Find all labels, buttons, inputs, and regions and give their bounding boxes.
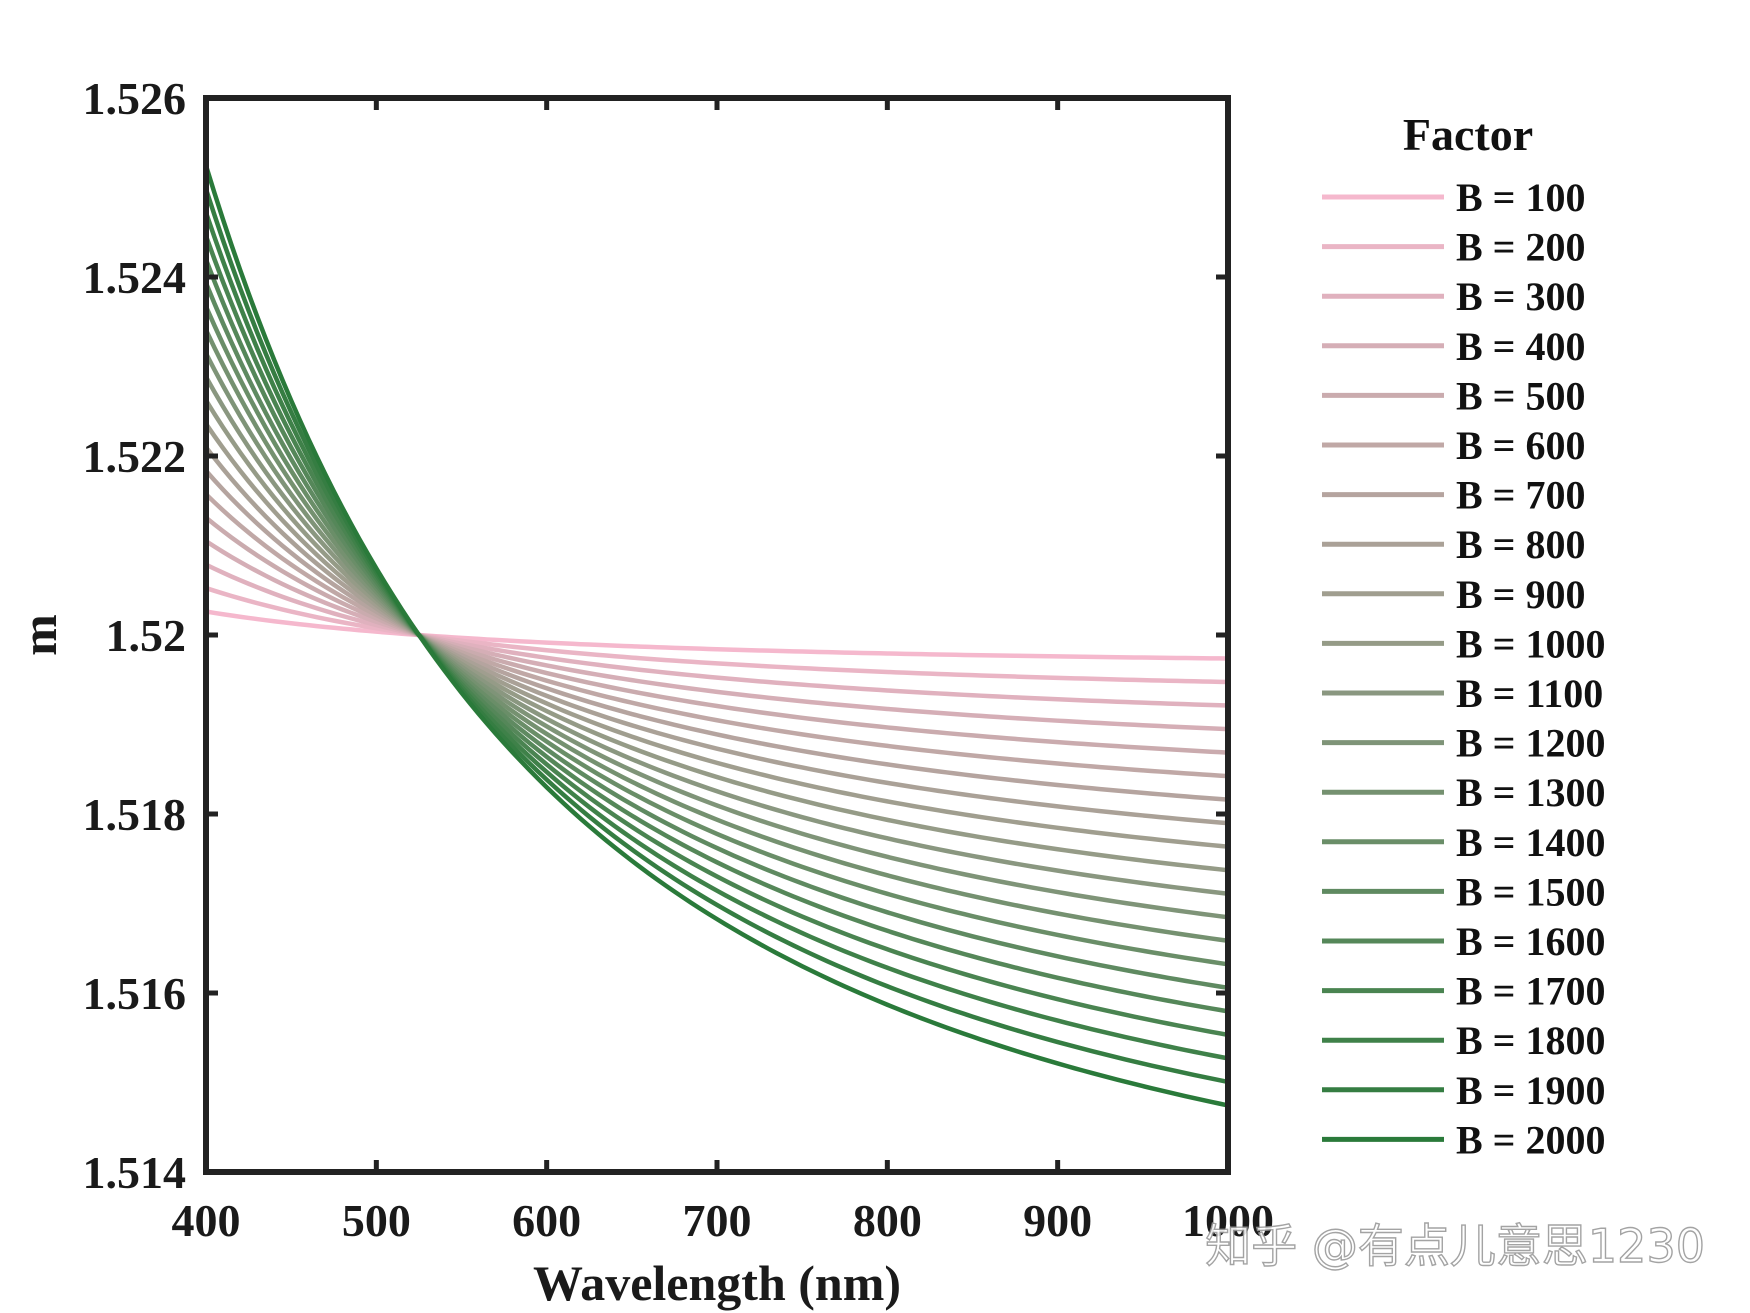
legend-label: B = 100	[1456, 175, 1585, 220]
legend-label: B = 600	[1456, 423, 1585, 468]
x-tick-label: 700	[683, 1195, 752, 1246]
x-tick-label: 500	[342, 1195, 411, 1246]
legend-label: B = 2000	[1456, 1117, 1605, 1162]
x-tick-label: 1000	[1182, 1195, 1274, 1246]
x-tick-label: 400	[172, 1195, 241, 1246]
y-tick-label: 1.514	[83, 1147, 187, 1198]
legend-label: B = 400	[1456, 324, 1585, 369]
legend-label: B = 200	[1456, 225, 1585, 270]
legend-label: B = 1200	[1456, 721, 1605, 766]
legend-label: B = 700	[1456, 473, 1585, 518]
series-line-b-700	[204, 469, 1229, 802]
axis-ticks: 400 500 600 700 800 900 1000 1.514 1.516 1.518 1.5…	[83, 73, 1275, 1246]
legend-label: B = 1400	[1456, 820, 1605, 865]
y-tick-label: 1.516	[83, 968, 187, 1019]
x-tick-label: 900	[1023, 1195, 1092, 1246]
series-line-b-200	[205, 585, 1229, 685]
series-line-b-1000	[204, 399, 1229, 873]
legend-label: B = 1300	[1456, 770, 1605, 815]
series-line-b-500	[204, 515, 1229, 755]
legend-title: Factor	[1403, 109, 1533, 160]
series-line-b-400	[204, 539, 1229, 732]
series-line-b-1100	[204, 375, 1229, 896]
series-line-b-300	[205, 562, 1229, 708]
y-tick-label: 1.524	[83, 252, 187, 303]
legend-label: B = 1100	[1456, 671, 1603, 716]
series-line-b-1900	[203, 188, 1229, 1085]
x-axis-title: Wavelength (nm)	[533, 1255, 901, 1311]
legend-label: B = 300	[1456, 274, 1585, 319]
legend-label: B = 500	[1456, 373, 1585, 418]
legend-label: B = 1800	[1456, 1018, 1605, 1063]
legend-label: B = 900	[1456, 572, 1585, 617]
legend-label: B = 1600	[1456, 919, 1605, 964]
x-tick-label: 600	[512, 1195, 581, 1246]
series-line-b-800	[204, 445, 1229, 826]
legend-label: B = 1500	[1456, 869, 1605, 914]
plot-frame	[203, 95, 1231, 1175]
legend-label: B = 800	[1456, 522, 1585, 567]
series-line-b-600	[204, 492, 1229, 779]
legend-label: B = 1700	[1456, 969, 1605, 1014]
series-line-b-2000	[203, 165, 1229, 1108]
series-line-b-1600	[203, 258, 1229, 1014]
series-line-b-1400	[203, 305, 1229, 967]
legend-label: B = 1000	[1456, 621, 1605, 666]
y-tick-label: 1.522	[83, 431, 187, 482]
series-line-b-1500	[203, 282, 1229, 991]
legend-label: B = 1900	[1456, 1068, 1605, 1113]
watermark-text: 知乎 @有点儿意思1230	[1205, 1219, 1705, 1273]
y-axis-title: m	[11, 614, 67, 656]
series-line-b-1200	[204, 352, 1229, 920]
y-tick-label: 1.526	[83, 73, 187, 124]
series-line-b-100	[205, 609, 1229, 661]
series-line-b-1800	[203, 211, 1229, 1061]
y-tick-label: 1.52	[106, 610, 187, 661]
y-tick-label: 1.518	[83, 789, 187, 840]
x-tick-label: 800	[853, 1195, 922, 1246]
series-lines	[203, 165, 1229, 1108]
series-line-b-900	[204, 422, 1229, 849]
